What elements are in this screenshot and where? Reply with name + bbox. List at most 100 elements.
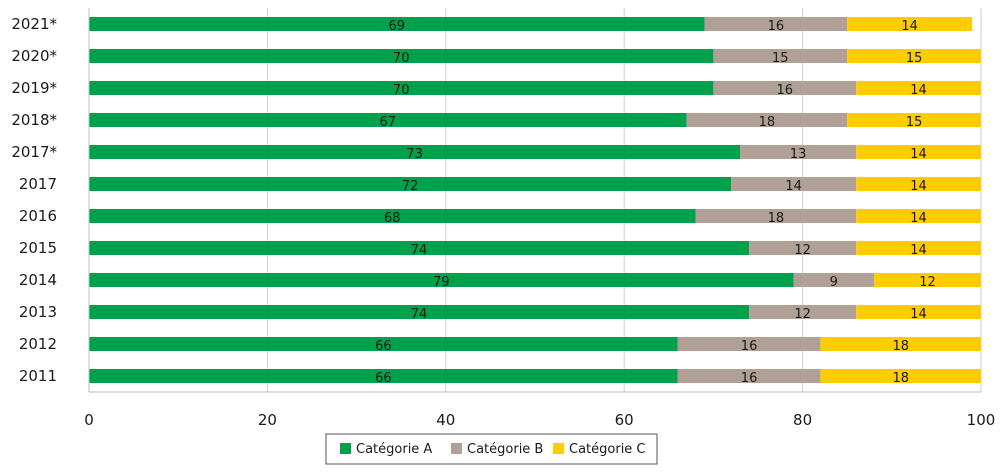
x-tick-label: 40 xyxy=(436,411,455,429)
x-tick-label: 100 xyxy=(967,411,996,429)
data-label: 67 xyxy=(380,115,397,130)
legend-swatch xyxy=(451,443,462,454)
data-label: 70 xyxy=(393,51,410,66)
data-label: 79 xyxy=(433,275,450,290)
bars: 69 16 14 70 15 15 70 16 14 67 18 15 73 13 14 72 14 14 68 18… xyxy=(89,17,981,386)
legend-swatch xyxy=(553,443,564,454)
data-label: 14 xyxy=(910,147,927,162)
x-tick-label: 60 xyxy=(615,411,634,429)
y-tick-label: 2011 xyxy=(19,367,57,385)
bar-segment xyxy=(847,113,981,127)
data-label: 14 xyxy=(910,211,927,226)
bar-segment xyxy=(89,49,714,63)
data-label: 14 xyxy=(901,19,918,34)
data-label: 18 xyxy=(892,371,909,386)
gridlines xyxy=(266,8,982,392)
bar-segment xyxy=(820,369,981,383)
data-label: 74 xyxy=(411,243,428,258)
data-label: 15 xyxy=(906,51,923,66)
data-label: 14 xyxy=(785,179,802,194)
x-tick-label: 20 xyxy=(258,411,277,429)
y-tick-label: 2020* xyxy=(11,47,57,65)
bar-segment xyxy=(856,145,981,159)
y-tick-label: 2018* xyxy=(11,111,57,129)
bar-segment xyxy=(856,177,981,191)
data-label: 15 xyxy=(772,51,789,66)
data-label: 16 xyxy=(768,19,785,34)
data-label: 14 xyxy=(910,307,927,322)
data-label: 16 xyxy=(741,371,758,386)
bar-segment xyxy=(89,305,750,319)
bar-segment xyxy=(713,49,848,63)
bar-segment xyxy=(677,369,821,383)
data-label: 16 xyxy=(776,83,793,98)
bar-segment xyxy=(704,17,848,31)
bar-segment xyxy=(89,177,732,191)
data-label: 14 xyxy=(910,179,927,194)
bar-segment xyxy=(873,273,981,287)
bar-segment xyxy=(749,305,857,319)
bar-segment xyxy=(89,81,714,95)
y-tick-label: 2013 xyxy=(19,303,57,321)
bar-segment xyxy=(793,273,874,287)
bar-segment xyxy=(89,113,687,127)
legend-label: Catégorie A xyxy=(356,442,432,457)
bar-segment xyxy=(856,81,981,95)
bar-segment xyxy=(856,209,981,223)
bar-segment xyxy=(847,49,981,63)
bar-segment xyxy=(89,273,794,287)
bar-segment xyxy=(89,337,678,351)
data-label: 69 xyxy=(388,19,405,34)
data-label: 73 xyxy=(406,147,423,162)
bar-segment xyxy=(749,241,857,255)
y-tick-label: 2016 xyxy=(19,207,57,225)
bar-segment xyxy=(89,369,678,383)
data-label: 74 xyxy=(411,307,428,322)
data-label: 13 xyxy=(790,147,807,162)
legend-label: Catégorie B xyxy=(467,442,543,457)
data-label: 70 xyxy=(393,83,410,98)
data-label: 16 xyxy=(741,339,758,354)
bar-segment xyxy=(695,209,857,223)
data-label: 18 xyxy=(768,211,785,226)
bar-segment xyxy=(677,337,821,351)
y-tick-label: 2019* xyxy=(11,79,57,97)
y-tick-label: 2017* xyxy=(11,143,57,161)
bar-segment xyxy=(89,145,741,159)
data-label: 66 xyxy=(375,339,392,354)
data-label: 9 xyxy=(830,275,838,290)
data-label: 68 xyxy=(384,211,401,226)
bar-segment xyxy=(731,177,857,191)
x-tick-label: 0 xyxy=(84,411,94,429)
x-tick-label: 80 xyxy=(793,411,812,429)
data-label: 12 xyxy=(919,275,936,290)
data-label: 12 xyxy=(794,307,811,322)
bar-segment xyxy=(856,305,981,319)
bar-segment xyxy=(89,241,750,255)
axes: 0 20 40 60 80 100 2021* 2020* 2019* 2018* 2017* 201… xyxy=(11,8,995,429)
data-label: 18 xyxy=(759,115,776,130)
y-tick-label: 2021* xyxy=(11,15,57,33)
legend-swatch xyxy=(340,443,351,454)
bar-segment xyxy=(89,209,696,223)
data-label: 14 xyxy=(910,243,927,258)
y-tick-label: 2015 xyxy=(19,239,57,257)
y-tick-label: 2017 xyxy=(19,175,57,193)
data-label: 66 xyxy=(375,371,392,386)
legend-label: Catégorie C xyxy=(569,442,646,457)
data-label: 14 xyxy=(910,83,927,98)
data-label: 72 xyxy=(402,179,419,194)
data-label: 15 xyxy=(906,115,923,130)
bar-segment xyxy=(89,17,705,31)
bar-segment xyxy=(847,17,973,31)
bar-segment xyxy=(713,81,857,95)
legend: Catégorie A Catégorie B Catégorie C xyxy=(325,433,658,465)
data-label: 12 xyxy=(794,243,811,258)
bar-segment xyxy=(740,145,857,159)
y-tick-label: 2012 xyxy=(19,335,57,353)
y-tick-label: 2014 xyxy=(19,271,57,289)
bar-segment xyxy=(686,113,848,127)
data-label: 18 xyxy=(892,339,909,354)
bar-segment xyxy=(820,337,981,351)
